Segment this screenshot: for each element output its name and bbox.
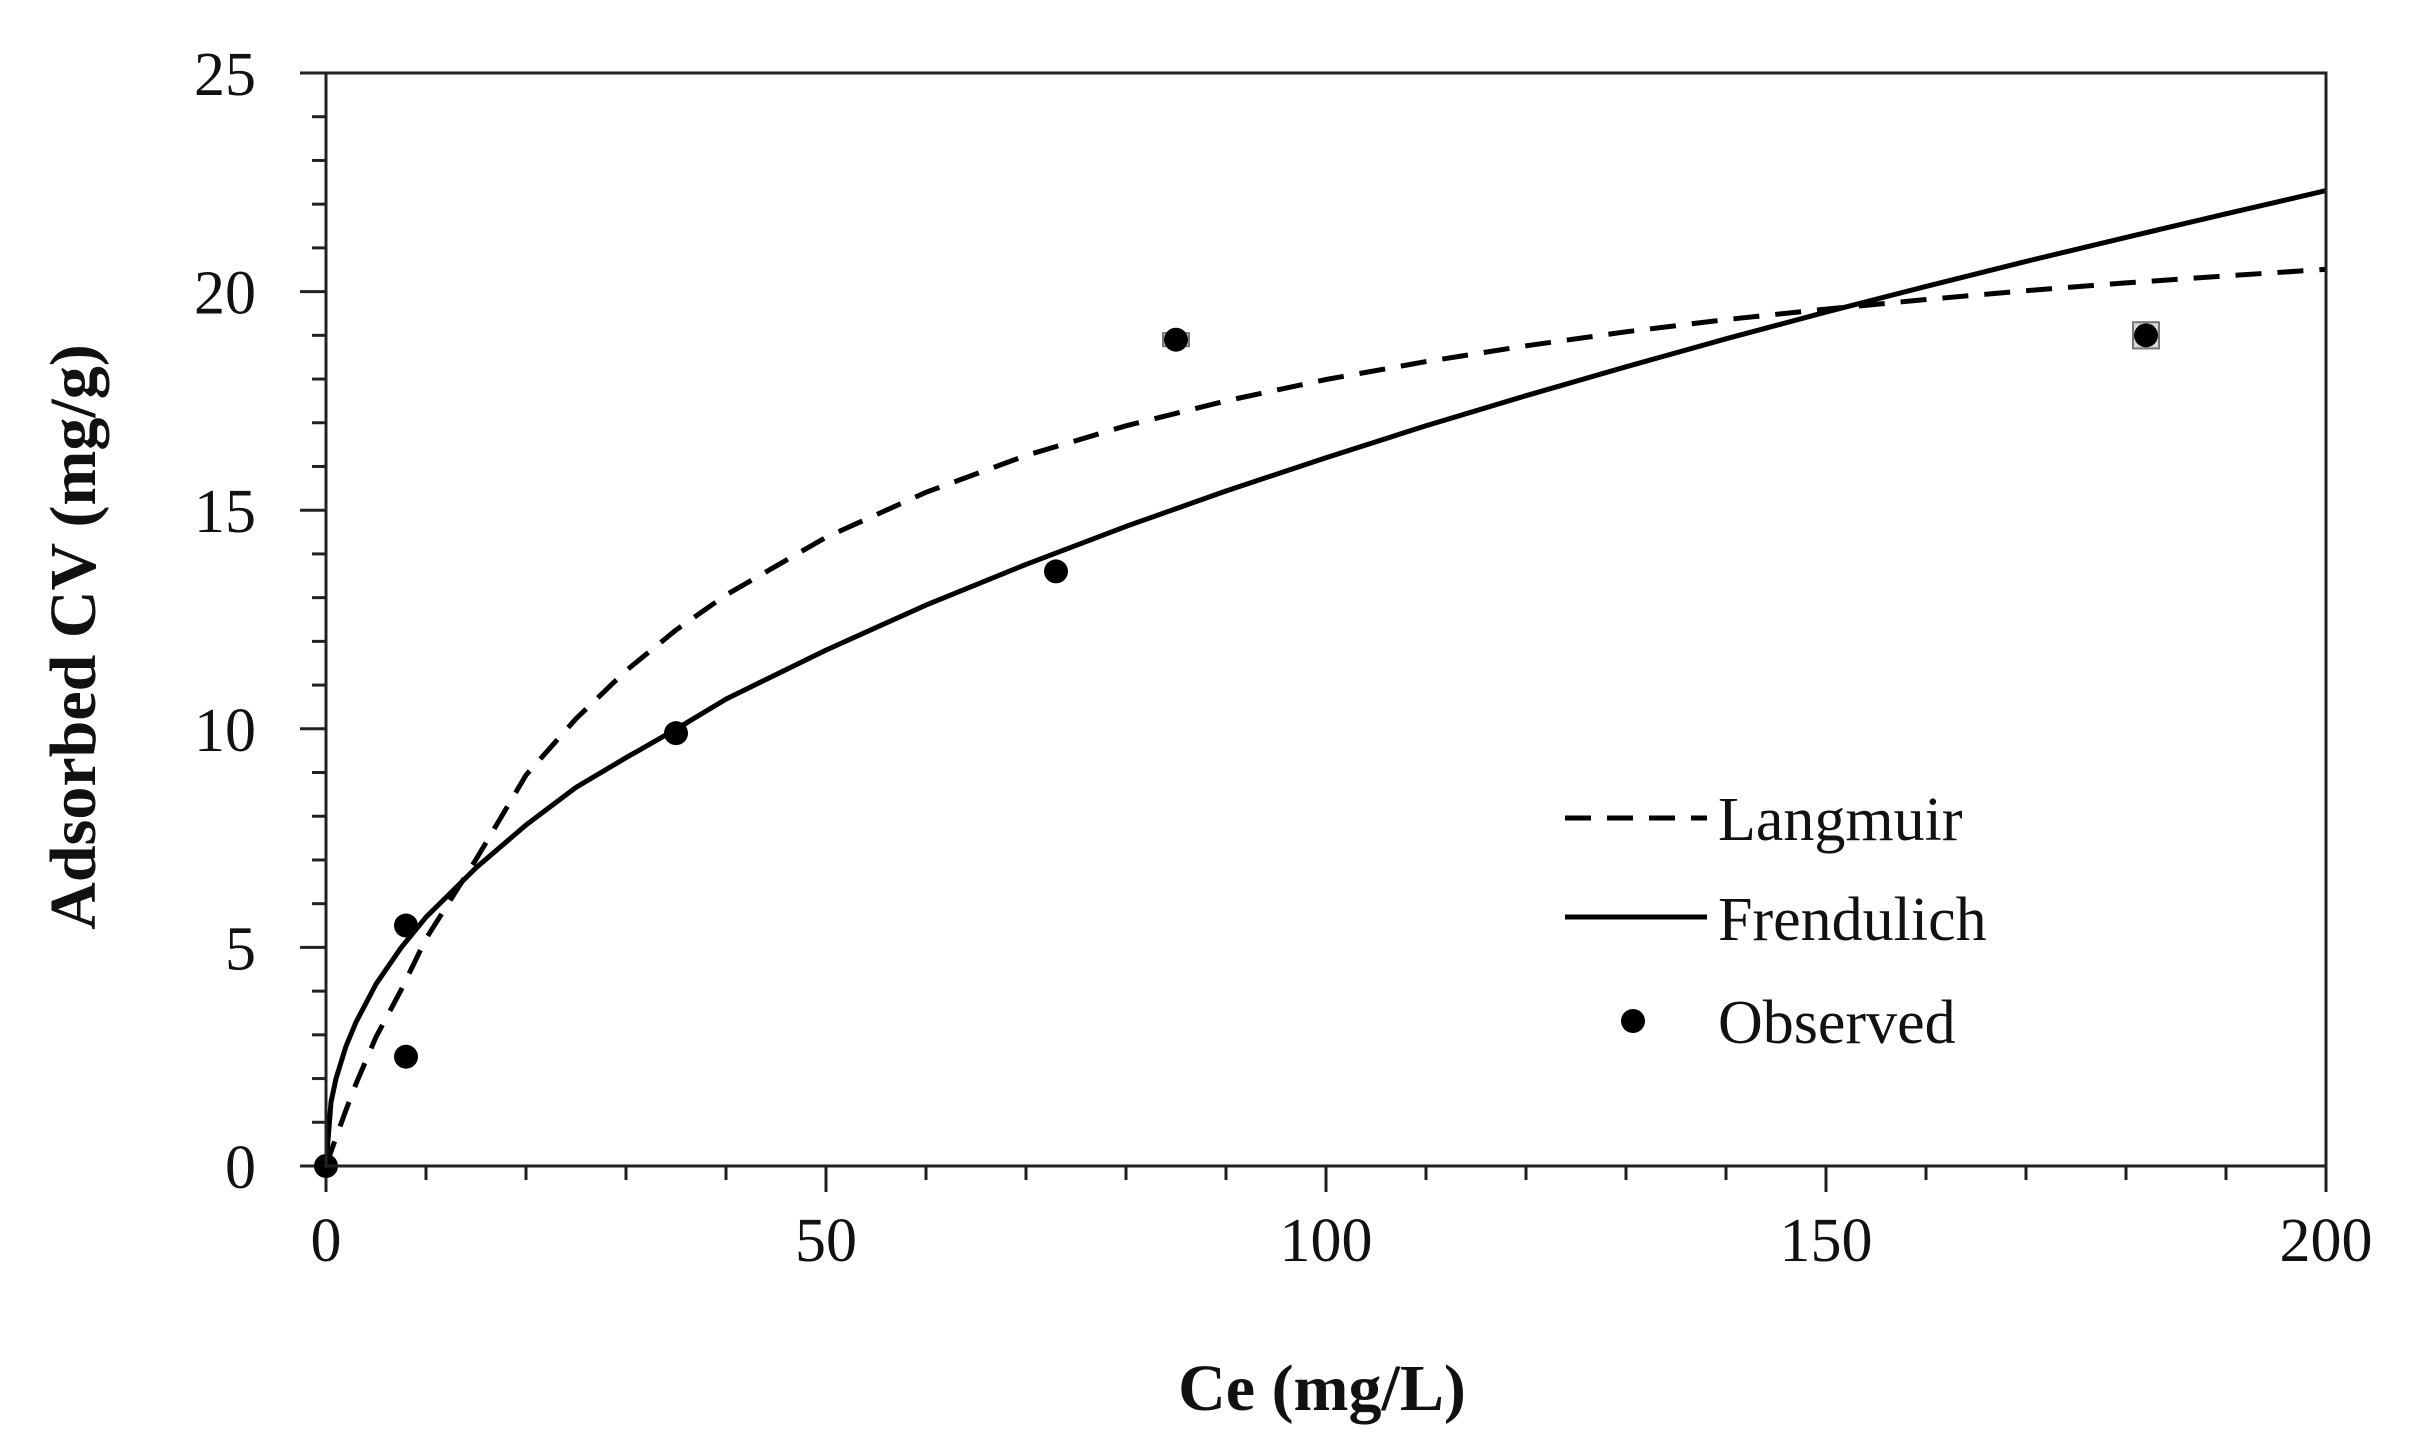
y-tick-label: 25 — [194, 41, 256, 109]
data-point — [394, 1044, 418, 1069]
minor-ticks — [312, 115, 2228, 1180]
data-point — [1164, 327, 1188, 352]
series-lines — [323, 188, 2327, 1167]
legend-frendulich-label: Frendulich — [1718, 886, 1987, 954]
series-line-langmuir — [323, 266, 2327, 1167]
x-axis-title: Ce (mg/L) — [1178, 1352, 1466, 1425]
x-tick-label: 100 — [1280, 1207, 1373, 1275]
x-tick-label: 0 — [311, 1207, 342, 1275]
legend: Langmuir Frendulich Observed — [1565, 786, 1987, 1057]
series-line-frendulich — [323, 188, 2327, 1167]
x-tick-label: 200 — [2280, 1207, 2373, 1275]
data-point — [664, 721, 688, 746]
data-point — [1044, 559, 1068, 584]
y-tick-label: 20 — [194, 260, 256, 328]
axes — [324, 71, 2328, 1168]
y-tick-label: 15 — [194, 478, 256, 546]
y-axis-title: Adsorbed CV (mg/g) — [37, 344, 110, 929]
y-tick-label: 10 — [194, 697, 256, 765]
tick-labels: 0 50 100 150 200 0 5 10 15 20 25 — [194, 41, 2373, 1275]
x-tick-label: 150 — [1780, 1207, 1873, 1275]
y-tick-label: 5 — [225, 915, 256, 983]
data-point — [2134, 323, 2158, 348]
plot-frame — [324, 71, 2328, 1168]
y-tick-label: 0 — [225, 1134, 256, 1202]
x-tick-label: 50 — [795, 1207, 857, 1275]
legend-langmuir-label: Langmuir — [1718, 786, 1963, 854]
major-ticks — [300, 71, 2328, 1192]
data-point — [394, 913, 418, 938]
series-points — [314, 321, 2160, 1178]
legend-observed-marker — [1621, 1009, 1645, 1033]
legend-observed-label: Observed — [1718, 989, 1956, 1057]
